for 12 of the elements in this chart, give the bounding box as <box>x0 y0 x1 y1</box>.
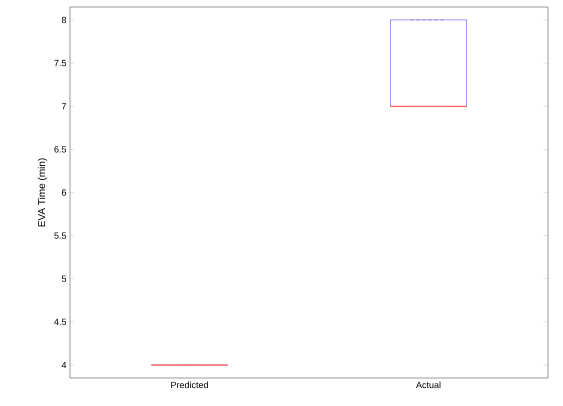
y-tick-label: 6.5 <box>54 146 66 153</box>
y-tick-label: 5 <box>62 276 66 282</box>
y-tick-label: 4.5 <box>54 318 66 326</box>
y-axis-title: EVA Time (min) <box>38 158 48 226</box>
y-tick-label: 5.5 <box>54 232 66 239</box>
x-tick-label: Predicted <box>171 382 208 388</box>
y-tick-label: 6 <box>62 189 66 196</box>
y-tick-label: 4 <box>62 362 66 368</box>
y-tick-label: 7.5 <box>54 60 66 66</box>
x-tick-label: Actual <box>416 382 440 388</box>
y-tick-label: 7 <box>62 103 66 110</box>
y-tick-label: 8 <box>62 16 66 24</box>
